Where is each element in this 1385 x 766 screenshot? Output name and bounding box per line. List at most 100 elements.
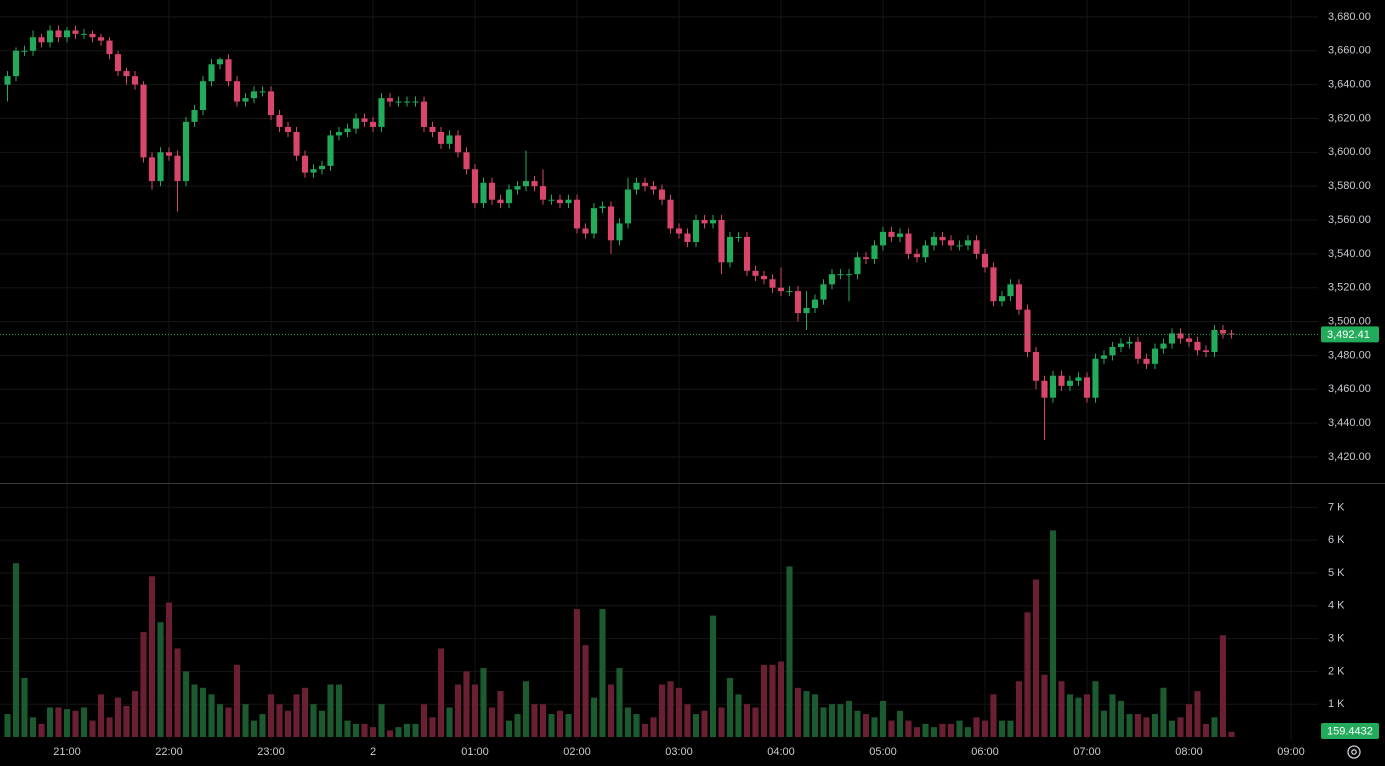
- y-tick-label: 3,520.00: [1328, 282, 1371, 294]
- candle-body: [973, 240, 980, 254]
- candle-body: [318, 165, 326, 170]
- volume-bar: [182, 671, 190, 737]
- candle-body: [165, 152, 173, 156]
- volume-bar: [420, 704, 428, 737]
- candle-body: [106, 40, 113, 55]
- candle-body: [1007, 284, 1014, 297]
- volume-bar: [1211, 717, 1218, 737]
- candle-body: [862, 257, 870, 259]
- y-tick-label: 3,620.00: [1328, 112, 1371, 124]
- candle-body: [1168, 333, 1176, 344]
- volume-bar: [471, 684, 479, 737]
- volume-bar: [403, 723, 411, 737]
- volume-tick-label: 5 K: [1328, 567, 1345, 579]
- candle-body: [1117, 343, 1125, 347]
- candle-body: [114, 54, 122, 72]
- candle-body: [505, 189, 513, 204]
- volume-bar: [412, 723, 419, 737]
- x-tick-label: 08:00: [1175, 746, 1203, 758]
- candle-body: [624, 189, 632, 224]
- candle-body: [412, 101, 419, 103]
- x-tick-label: 21:00: [53, 746, 81, 758]
- y-tick-label: 3,680.00: [1328, 11, 1371, 23]
- candle-body: [582, 228, 589, 234]
- volume-bar: [633, 714, 640, 737]
- volume-bar: [1007, 720, 1014, 737]
- volume-bar: [709, 615, 717, 737]
- volume-bar: [505, 720, 513, 737]
- x-tick-label: 23:00: [257, 746, 285, 758]
- volume-bar: [395, 727, 402, 737]
- volume-bar: [446, 707, 453, 737]
- candle-body: [293, 132, 300, 156]
- candle-body: [1185, 338, 1193, 342]
- volume-bar: [454, 684, 462, 737]
- y-tick-label: 3,560.00: [1328, 214, 1371, 226]
- candle-body: [233, 81, 241, 102]
- candle-body: [565, 199, 572, 204]
- candle-body: [820, 284, 827, 300]
- candle-body: [539, 186, 547, 200]
- settings-icon[interactable]: [1347, 745, 1361, 759]
- candle-body: [29, 37, 37, 51]
- volume-bar: [862, 714, 870, 737]
- candle-body: [72, 30, 79, 34]
- candle-body: [1041, 380, 1048, 398]
- candle-body: [1015, 284, 1023, 310]
- volume-bar: [352, 723, 360, 737]
- volume-bar: [1075, 697, 1082, 737]
- volume-tick-label: 7 K: [1328, 501, 1345, 513]
- candle-body: [352, 118, 360, 129]
- candle-body: [709, 220, 717, 224]
- candle-body: [1202, 350, 1210, 353]
- candle-body: [930, 236, 938, 246]
- candle-body: [590, 208, 598, 234]
- icon-core: [1351, 749, 1357, 755]
- candle-body: [89, 33, 96, 38]
- volume-bar: [531, 704, 538, 737]
- volume-bar: [80, 707, 88, 737]
- volume-bar: [641, 723, 649, 737]
- volume-bar: [242, 704, 249, 737]
- volume-bar: [930, 727, 938, 737]
- volume-bar: [497, 691, 504, 737]
- x-tick-label: 09:00: [1277, 746, 1305, 758]
- candle-body: [752, 270, 759, 276]
- candle-body: [1032, 352, 1040, 381]
- x-tick-label: 22:00: [155, 746, 183, 758]
- volume-bar: [573, 609, 581, 737]
- volume-bar: [480, 668, 487, 737]
- candle-body: [1134, 341, 1142, 359]
- candle-body: [641, 182, 649, 187]
- candle-body: [718, 220, 725, 263]
- volume-bar: [267, 694, 275, 737]
- volume-bar: [675, 687, 683, 737]
- volume-bar: [1092, 681, 1099, 737]
- candle-body: [956, 245, 963, 247]
- volume-bar: [1228, 731, 1235, 737]
- volume-bar: [1160, 687, 1167, 737]
- candle-body: [939, 236, 946, 241]
- candle-body: [735, 236, 742, 238]
- candle-body: [573, 199, 581, 229]
- volume-bar: [208, 694, 215, 737]
- candle-body: [216, 59, 224, 65]
- volume-bar: [38, 723, 45, 737]
- candle-body: [420, 101, 428, 127]
- volume-bar: [998, 720, 1006, 737]
- y-tick-label: 3,600.00: [1328, 146, 1371, 158]
- candle-body: [55, 30, 62, 38]
- volume-bar: [437, 648, 445, 737]
- candle-body: [1092, 358, 1099, 398]
- candle-body: [327, 135, 334, 166]
- volume-bar: [72, 710, 79, 737]
- volume-bar: [522, 681, 530, 737]
- volume-bar: [1185, 704, 1193, 737]
- volume-bar: [233, 664, 241, 737]
- candle-body: [522, 181, 530, 187]
- candle-body: [310, 169, 317, 173]
- volume-bar: [726, 677, 734, 737]
- volume-bar: [922, 723, 929, 737]
- candle-body: [131, 76, 139, 85]
- x-tick-label: 01:00: [461, 746, 489, 758]
